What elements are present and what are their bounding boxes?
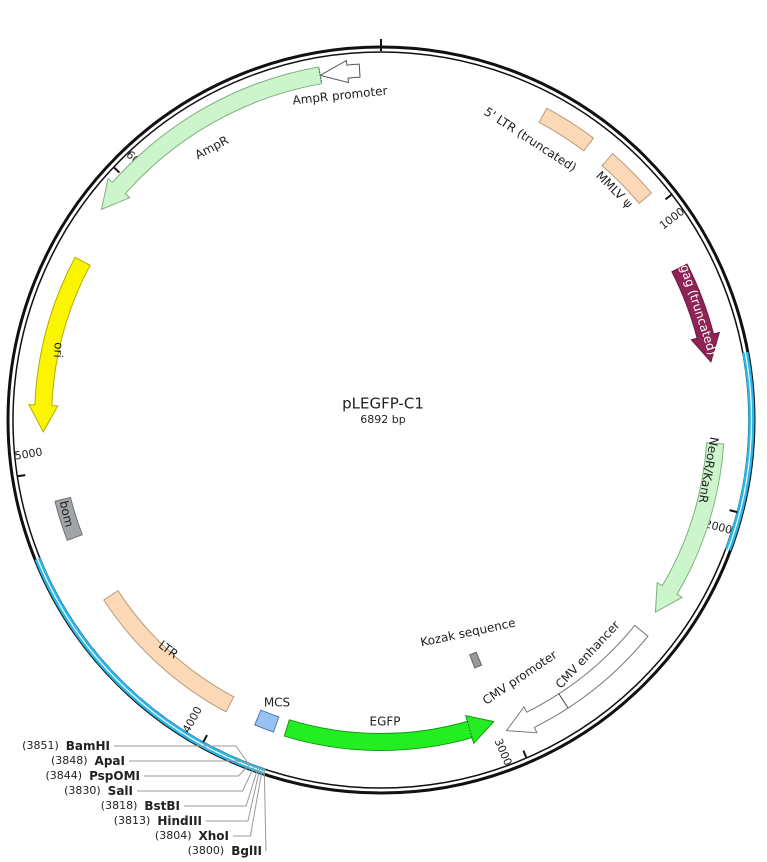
feature (654, 442, 725, 614)
site-name: ApaI (95, 754, 125, 768)
site-name: BglII (231, 844, 262, 858)
feature (601, 152, 653, 205)
site-leader (144, 763, 251, 777)
site-name: SalI (108, 784, 133, 798)
site-name: PspOMI (89, 769, 140, 783)
site-leader (206, 767, 261, 822)
feature-label: Kozak sequence (419, 616, 517, 650)
feature-label: CMV promoter (480, 648, 560, 708)
tick-label: 4000 (180, 704, 205, 735)
feature-label: 5' LTR (truncated) (482, 105, 579, 175)
feature-label: bom (57, 499, 77, 528)
tick (17, 474, 26, 478)
site-label: (3813) HindIII (114, 814, 202, 828)
feature-label: EGFP (369, 715, 400, 729)
feature (505, 693, 569, 734)
site-position: (3813) (114, 814, 151, 827)
tick-label: 3000 (492, 737, 515, 768)
site-leader (233, 768, 263, 837)
feature (54, 496, 83, 542)
tick (664, 193, 673, 201)
site-label: (3848) ApaI (51, 754, 125, 768)
site-name: BstBI (144, 799, 180, 813)
site-position: (3844) (45, 769, 82, 782)
feature-label: AmpR (193, 133, 231, 162)
feature (538, 107, 595, 152)
site-label: (3830) SalI (64, 784, 133, 798)
site-leader (137, 765, 255, 792)
site-position: (3818) (101, 799, 138, 812)
tick-label: 5000 (14, 445, 44, 462)
site-label: (3844) PspOMI (45, 769, 140, 783)
tick (112, 166, 121, 174)
site-position: (3800) (188, 844, 225, 857)
site-label: (3818) BstBI (101, 799, 180, 813)
feature (103, 590, 235, 713)
highlight-arc (725, 351, 755, 551)
tick (522, 750, 528, 759)
site-name: HindIII (157, 814, 202, 828)
site-leader (129, 760, 250, 765)
site-name: XhoI (198, 829, 229, 843)
feature (28, 256, 91, 433)
site-leader (114, 745, 249, 764)
feature-label: MCS (264, 696, 290, 710)
site-leader (184, 766, 259, 807)
site-position: (3804) (155, 829, 192, 842)
site-position: (3848) (51, 754, 88, 767)
plasmid-name: pLEGFP-C1 (342, 395, 424, 413)
feature (283, 714, 495, 751)
feature (671, 263, 721, 363)
feature (469, 651, 483, 669)
feature (318, 59, 361, 84)
site-label: (3804) XhoI (155, 829, 229, 843)
site-label: (3851) BamHI (22, 739, 110, 753)
feature (254, 709, 280, 733)
site-position: (3851) (22, 739, 59, 752)
highlight-arc-core (727, 352, 753, 550)
highlight-arc-core (36, 558, 265, 773)
feature-label: ori (51, 342, 66, 358)
feature (100, 66, 323, 211)
tick (202, 734, 208, 743)
site-name: BamHI (66, 739, 110, 753)
site-label: (3800) BglII (188, 844, 262, 858)
site-leader (263, 768, 267, 852)
tick (729, 509, 738, 514)
plasmid-length: 6892 bp (360, 413, 405, 426)
site-position: (3830) (64, 784, 101, 797)
feature-divider (318, 68, 322, 82)
